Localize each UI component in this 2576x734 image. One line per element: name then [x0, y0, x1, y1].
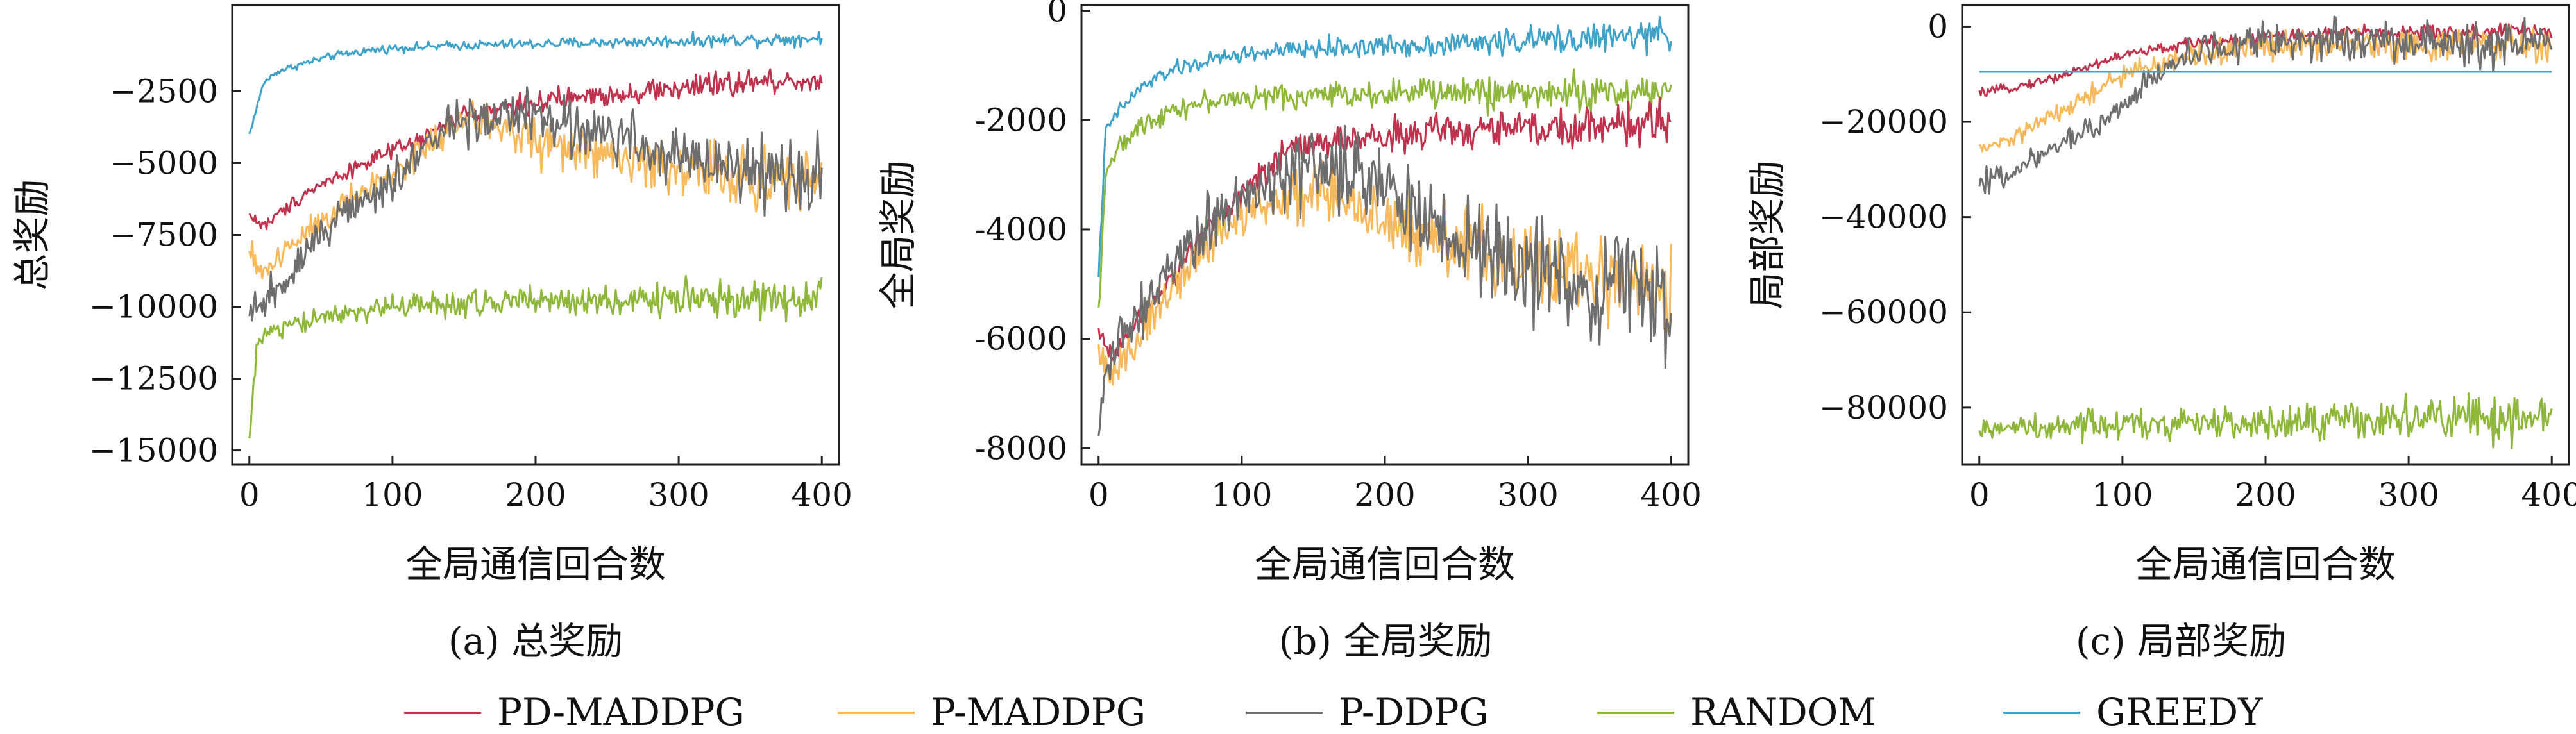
y-axis-label: 全局奖励: [876, 160, 920, 309]
legend-label: GREEDY: [2096, 690, 2263, 734]
legend-label: P-DDPG: [1339, 690, 1489, 734]
y-tick-label: −12500: [89, 360, 218, 397]
legend-item-greedy: GREEDY: [2003, 690, 2263, 734]
x-tick-label: 300: [2378, 476, 2439, 513]
x-tick-label: 300: [648, 476, 709, 513]
chart-panel-1: 0 100 200 300 400 −2500 −5000 −7500 −10000 −12500…: [10, 4, 852, 663]
plot-area: [248, 30, 823, 439]
series-line-random: [1978, 392, 2553, 449]
panel-caption: (a) 总奖励: [448, 619, 623, 663]
legend-item-pd-maddpg: PD-MADDPG: [404, 690, 745, 734]
chart-panel-3: 0 100 200 300 400 0 −20000 −40000 −60000 −80000 全局…: [1745, 4, 2576, 663]
legend-label: P-MADDPG: [931, 690, 1146, 734]
legend-label: RANDOM: [1690, 690, 1876, 734]
legend-item-p-maddpg: P-MADDPG: [838, 690, 1146, 734]
x-axis-label: 全局通信回合数: [2135, 542, 2396, 586]
y-tick-label: −60000: [1819, 294, 1948, 331]
series-line-greedy: [1097, 15, 1672, 278]
x-tick-label: 300: [1497, 476, 1558, 513]
x-axis-label: 全局通信回合数: [405, 542, 666, 586]
series-line-random: [1097, 68, 1672, 308]
y-tick-label: -2000: [975, 101, 1067, 138]
x-tick-label: 0: [239, 476, 260, 513]
y-tick-label: −40000: [1819, 199, 1948, 236]
series-line-p-ddpg: [1097, 124, 1672, 437]
y-tick-label: -6000: [975, 321, 1067, 358]
x-tick-label: 0: [1969, 476, 1990, 513]
y-tick-label: −20000: [1819, 103, 1948, 140]
y-tick-label: −7500: [110, 217, 218, 254]
chart-panels: 0 100 200 300 400 −2500 −5000 −7500 −10000 −12500…: [10, 0, 2576, 663]
y-tick-label: −15000: [89, 432, 218, 469]
x-tick-label: 200: [505, 476, 566, 513]
panel-caption: (c) 局部奖励: [2076, 619, 2286, 663]
legend-label: PD-MADDPG: [497, 690, 745, 734]
series-line-greedy: [248, 30, 823, 135]
x-tick-label: 200: [1354, 476, 1415, 513]
y-tick-label: −5000: [110, 144, 218, 181]
y-axis-label: 局部奖励: [1745, 160, 1789, 309]
y-axis-label: 总奖励: [10, 179, 54, 290]
y-tick-label: −2500: [110, 72, 218, 110]
series-line-random: [248, 274, 823, 439]
y-tick-label: 0: [1928, 8, 1948, 45]
plot-area: [1978, 15, 2553, 449]
x-tick-label: 400: [792, 476, 852, 513]
x-tick-label: 100: [362, 476, 423, 513]
panel-caption: (b) 全局奖励: [1279, 619, 1493, 663]
chart-panel-2: 0 100 200 300 400 0 -2000 -4000 -6000 -8000 全局通信回合…: [876, 0, 1702, 663]
series-line-p-maddpg: [248, 100, 823, 280]
y-tick-label: −10000: [89, 288, 218, 326]
y-tick-label: -8000: [975, 430, 1067, 467]
y-tick-label: −80000: [1819, 389, 1948, 426]
x-tick-label: 400: [2521, 476, 2576, 513]
series-line-p-ddpg: [248, 86, 823, 322]
x-tick-label: 400: [1641, 476, 1702, 513]
series-line-p-ddpg: [1978, 15, 2553, 195]
y-tick-label: -4000: [975, 211, 1067, 248]
legend-item-random: RANDOM: [1597, 690, 1876, 734]
plot-frame: [1961, 4, 2570, 466]
x-tick-label: 0: [1089, 476, 1109, 513]
x-axis-label: 全局通信回合数: [1255, 542, 1515, 586]
y-tick-label: 0: [1047, 0, 1067, 29]
series-line-p-maddpg: [1097, 159, 1672, 386]
series-line-pd-maddpg: [248, 68, 823, 231]
legend: PD-MADDPG P-MADDPG P-DDPG RANDOM GREEDY: [404, 690, 2263, 734]
x-tick-label: 100: [1211, 476, 1272, 513]
x-tick-label: 200: [2235, 476, 2296, 513]
legend-item-p-ddpg: P-DDPG: [1246, 690, 1489, 734]
x-tick-label: 100: [2092, 476, 2153, 513]
plot-area: [1097, 15, 1672, 437]
